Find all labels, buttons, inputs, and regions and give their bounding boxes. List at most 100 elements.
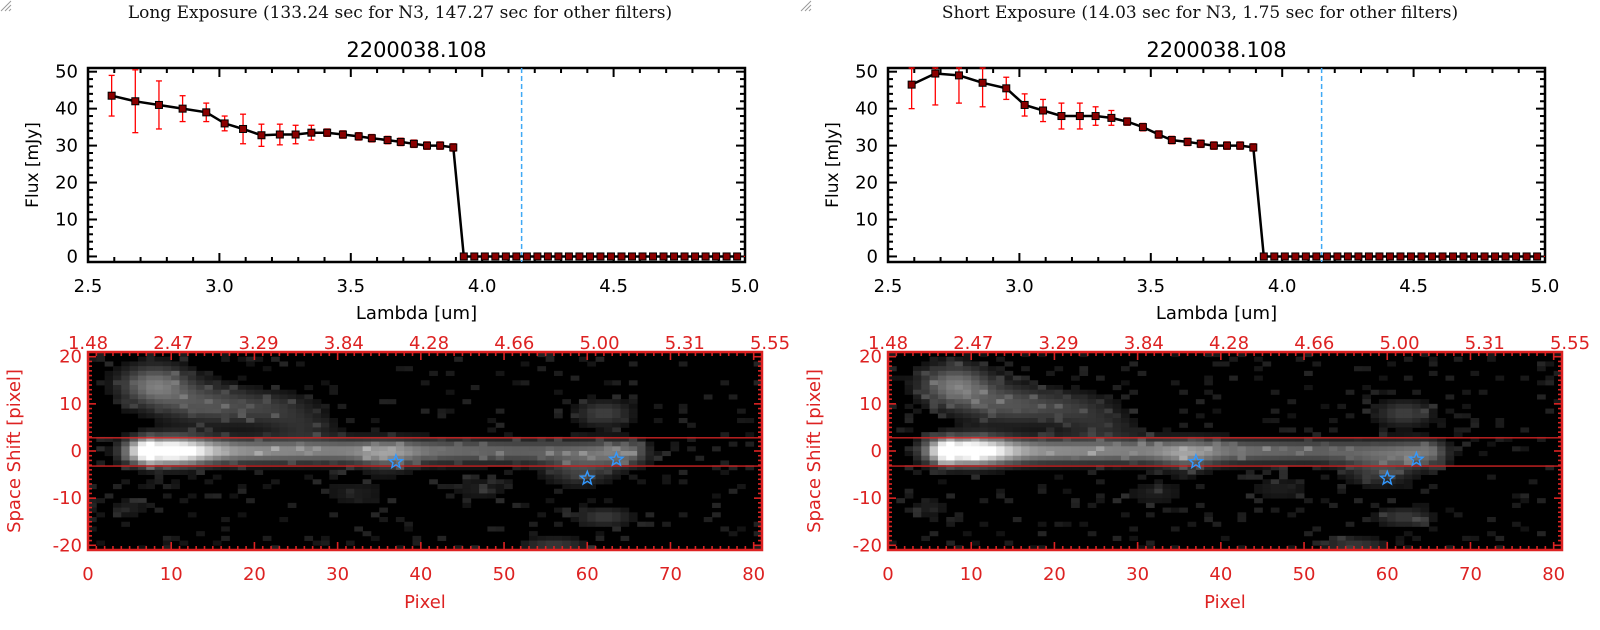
image-pixel — [229, 427, 239, 433]
image-pixel — [304, 436, 314, 442]
image-pixel — [1154, 488, 1163, 494]
y-tick-label: 20 — [859, 347, 882, 368]
image-pixel — [1254, 455, 1263, 461]
image-pixel — [171, 469, 180, 475]
image-pixel — [595, 512, 605, 518]
image-pixel — [1029, 460, 1039, 466]
image-pixel — [1145, 465, 1155, 471]
image-pixel — [1212, 436, 1222, 442]
image-pixel — [1445, 408, 1455, 414]
image-pixel — [454, 436, 463, 442]
resize-grip-icon[interactable] — [800, 0, 812, 12]
y-tick-label: 30 — [55, 136, 78, 157]
image-pixel — [662, 521, 671, 527]
image-pixel — [187, 446, 197, 452]
image-pixel — [1104, 418, 1114, 424]
image-pixel — [570, 540, 580, 546]
image-pixel — [1437, 422, 1446, 428]
image-pixel — [1279, 427, 1288, 433]
image-pixel — [121, 455, 130, 461]
image-pixel — [129, 512, 139, 518]
image-pixel — [221, 389, 230, 395]
image-pixel — [1054, 366, 1064, 372]
image-pixel — [495, 488, 505, 494]
image-pixel — [1362, 474, 1372, 480]
image-pixel — [1170, 507, 1180, 513]
image-pixel — [387, 474, 397, 480]
image-pixel — [262, 408, 272, 414]
image-pixel — [653, 403, 663, 409]
image-pixel — [946, 521, 955, 527]
image-pixel — [545, 356, 555, 362]
image-pixel — [1320, 403, 1330, 409]
x-axis-label: Lambda [um] — [1156, 303, 1277, 324]
image-pixel — [1087, 460, 1097, 466]
image-pixel — [154, 441, 164, 447]
image-pixel — [1187, 451, 1197, 457]
data-point — [307, 128, 316, 137]
image-pixel — [1553, 370, 1563, 376]
image-pixel — [1129, 446, 1139, 452]
image-pixel — [1279, 493, 1288, 499]
data-point — [1223, 141, 1232, 150]
image-pixel — [329, 451, 339, 457]
image-pixel — [1495, 375, 1505, 381]
image-pixel — [1295, 436, 1305, 442]
image-pixel — [1021, 403, 1030, 409]
image-pixel — [229, 422, 239, 428]
image-pixel — [921, 460, 930, 466]
image-pixel — [279, 436, 289, 442]
image-pixel — [562, 455, 572, 461]
image-pixel — [345, 540, 355, 546]
image-pixel — [628, 512, 638, 518]
top-wavelength-tick-label: 2.47 — [153, 333, 193, 354]
data-point — [1322, 252, 1331, 261]
image-pixel — [1087, 451, 1097, 457]
panel-long-exposure: Long Exposure (133.24 sec for N3, 147.27… — [0, 0, 790, 613]
image-pixel — [196, 408, 205, 414]
image-pixel — [320, 380, 330, 386]
image-pixel — [1420, 432, 1430, 438]
image-pixel — [1079, 413, 1089, 419]
image-pixel — [1387, 460, 1396, 466]
image-pixel — [912, 394, 922, 400]
image-pixel — [1270, 493, 1280, 499]
image-pixel — [1170, 488, 1180, 494]
image-pixel — [962, 418, 972, 424]
image-pixel — [1112, 460, 1122, 466]
image-pixel — [603, 432, 613, 438]
image-pixel — [1004, 436, 1014, 442]
image-pixel — [1087, 446, 1097, 452]
image-pixel — [1395, 436, 1405, 442]
image-pixel — [246, 408, 255, 414]
image-pixel — [379, 399, 388, 405]
image-pixel — [1378, 469, 1388, 475]
image-pixel — [587, 507, 596, 513]
image-pixel — [470, 385, 480, 391]
image-pixel — [1428, 512, 1438, 518]
x-tick-label: 4.5 — [1399, 276, 1428, 297]
image-pixel — [1287, 446, 1297, 452]
image-pixel — [154, 422, 164, 428]
image-pixel — [1046, 385, 1055, 391]
image-pixel — [954, 441, 964, 447]
image-pixel — [888, 366, 897, 372]
image-pixel — [512, 465, 522, 471]
image-pixel — [304, 394, 314, 400]
image-pixel — [1129, 436, 1139, 442]
image-pixel — [387, 451, 397, 457]
image-pixel — [1495, 418, 1505, 424]
image-pixel — [1412, 455, 1421, 461]
image-pixel — [562, 446, 572, 452]
image-pixel — [137, 375, 147, 381]
image-pixel — [570, 413, 580, 419]
image-pixel — [1204, 352, 1213, 358]
image-pixel — [437, 408, 447, 414]
image-pixel — [345, 460, 355, 466]
resize-grip-icon[interactable] — [0, 0, 12, 12]
image-pixel — [628, 451, 638, 457]
image-pixel — [1079, 446, 1089, 452]
data-point — [564, 252, 573, 261]
